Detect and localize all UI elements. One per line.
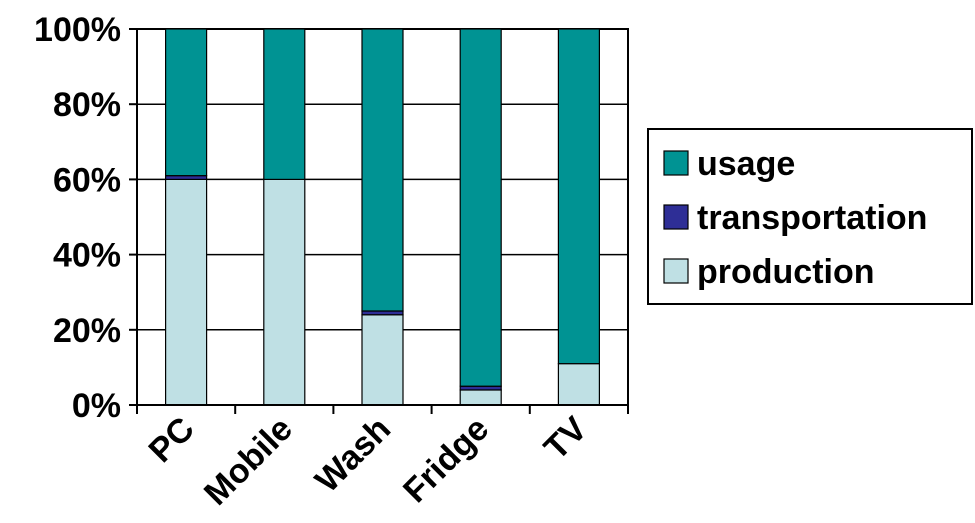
y-tick-label: 20% [53,312,121,350]
y-tick-labels: 0% 20% 40% 60% 80% 100% [34,11,121,425]
bar-usage-tv [557,28,601,365]
y-tick-label: 60% [53,161,121,199]
legend-box [647,128,973,305]
x-tick-label-mobile: Mobile [197,410,300,513]
bar-production-mobile [263,178,306,406]
bar-usage-wash [361,28,404,312]
x-tick-label-pc: PC [141,410,201,470]
y-tick-label: 80% [53,86,121,124]
bar-production-pc [165,178,208,406]
bar-usage-pc [165,28,208,177]
x-tick-label-tv: TV [537,410,595,468]
bar-production-fridge [459,389,502,406]
y-tick-label: 0% [72,387,121,425]
legend-label-production: production [697,253,875,291]
bar-production-wash [361,314,404,406]
legend-swatch-transportation [663,204,689,230]
y-tick-label: 40% [53,237,121,275]
bar-usage-mobile [263,28,306,180]
legend: usage transportation production [647,128,973,305]
y-tick-label: 100% [34,11,121,49]
bar-usage-fridge [459,28,502,387]
bar-production-tv [557,363,601,406]
legend-label-usage: usage [697,145,795,183]
legend-swatch-production [663,258,689,284]
legend-swatch-usage [663,150,689,176]
x-tick-label-fridge: Fridge [396,410,496,510]
x-tick-label-wash: Wash [308,410,398,500]
bars [165,28,601,406]
legend-label-transportation: transportation [697,199,927,237]
axes [129,28,629,414]
